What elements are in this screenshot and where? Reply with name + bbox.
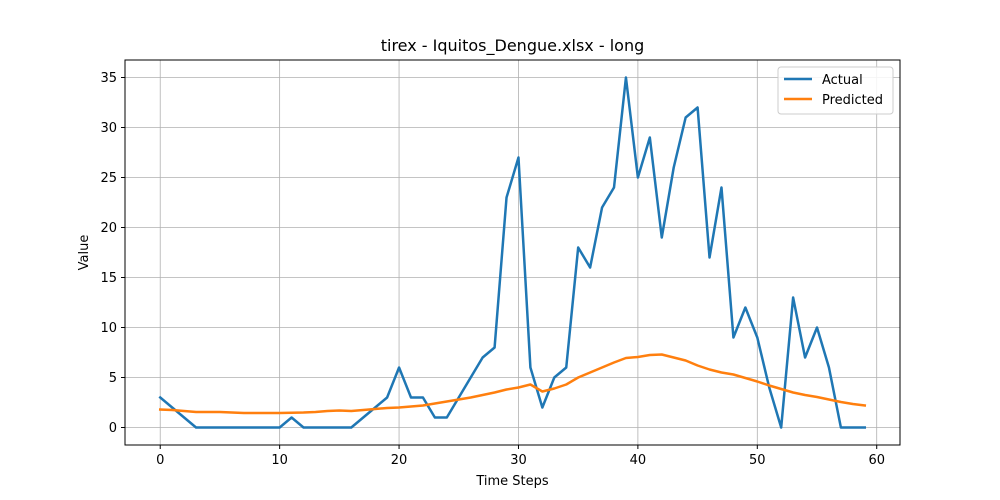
plot-area-frame (124, 59, 901, 446)
y-axis-label: Value (77, 235, 92, 271)
y-tick-label: 0 (109, 421, 117, 436)
y-tick-label: 5 (109, 371, 117, 386)
x-axis-ticks: 0 10 20 30 40 50 60 (156, 445, 885, 468)
y-axis-ticks: 0 5 10 15 20 25 30 35 (100, 71, 125, 436)
y-tick-label: 15 (100, 271, 117, 286)
y-tick-label: 25 (100, 171, 117, 186)
x-tick-label: 50 (749, 453, 766, 468)
y-tick-label: 35 (100, 71, 117, 86)
x-axis-label: Time Steps (475, 474, 549, 489)
series-line-actual (158, 76, 867, 429)
y-tick-label: 10 (100, 321, 117, 336)
x-tick-label: 60 (868, 453, 885, 468)
series-line-predicted (158, 353, 867, 415)
legend-label-actual: Actual (822, 73, 863, 88)
legend-label-predicted: Predicted (822, 93, 883, 108)
x-tick-label: 10 (271, 453, 288, 468)
legend: Actual Predicted (777, 66, 894, 115)
x-tick-label: 30 (510, 453, 527, 468)
y-tick-label: 20 (100, 221, 117, 236)
x-tick-label: 20 (391, 453, 408, 468)
chart-title: tirex - Iquitos_Dengue.xlsx - long (381, 36, 645, 56)
x-tick-label: 0 (156, 453, 164, 468)
y-tick-label: 30 (100, 121, 117, 136)
series-lines (158, 76, 867, 429)
x-tick-label: 40 (630, 453, 647, 468)
